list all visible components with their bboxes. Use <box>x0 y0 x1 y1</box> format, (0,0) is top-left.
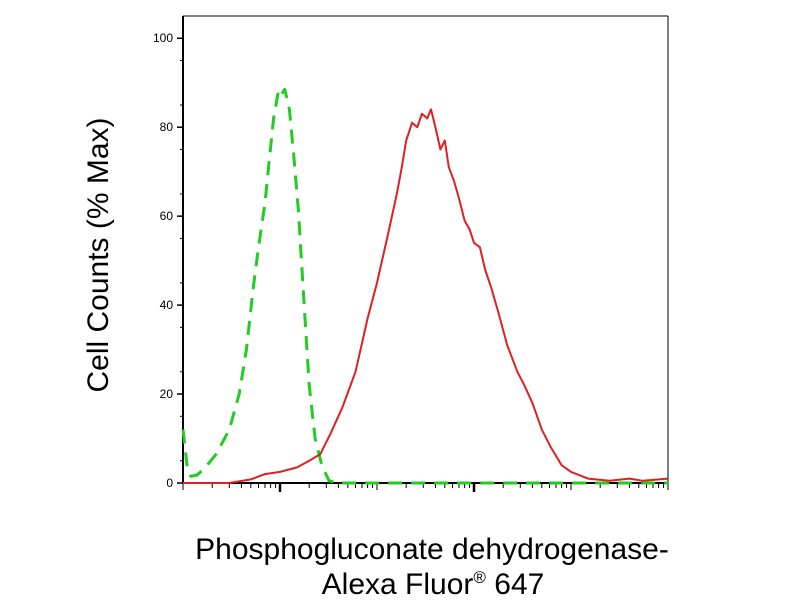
y-tick-labels: 0 20 40 60 80 100 <box>153 31 173 490</box>
y-tick-label: 60 <box>160 209 174 223</box>
y-tick-label: 20 <box>160 387 174 401</box>
x-axis-title-line2: Alexa Fluor® 647 <box>322 568 545 600</box>
y-tick-label: 40 <box>160 298 174 312</box>
y-tick-label: 100 <box>153 31 173 45</box>
series-layer <box>181 87 669 485</box>
y-tick-label: 0 <box>166 476 173 490</box>
x-axis-title-number: 647 <box>486 568 544 600</box>
x-axis-title-line1: Phosphogluconate dehydrogenase- <box>195 533 669 566</box>
x-ticks <box>182 483 669 492</box>
y-axis-title: Cell Counts (% Max) <box>82 117 115 392</box>
y-tick-label: 80 <box>160 120 174 134</box>
sample-histogram-line <box>183 108 669 484</box>
x-axis-title-fluor: Alexa Fluor <box>322 568 474 600</box>
plot-frame <box>182 15 669 484</box>
x-axis-title-registered-mark: ® <box>473 568 486 587</box>
control-histogram-line <box>181 87 668 485</box>
y-ticks <box>177 37 183 484</box>
